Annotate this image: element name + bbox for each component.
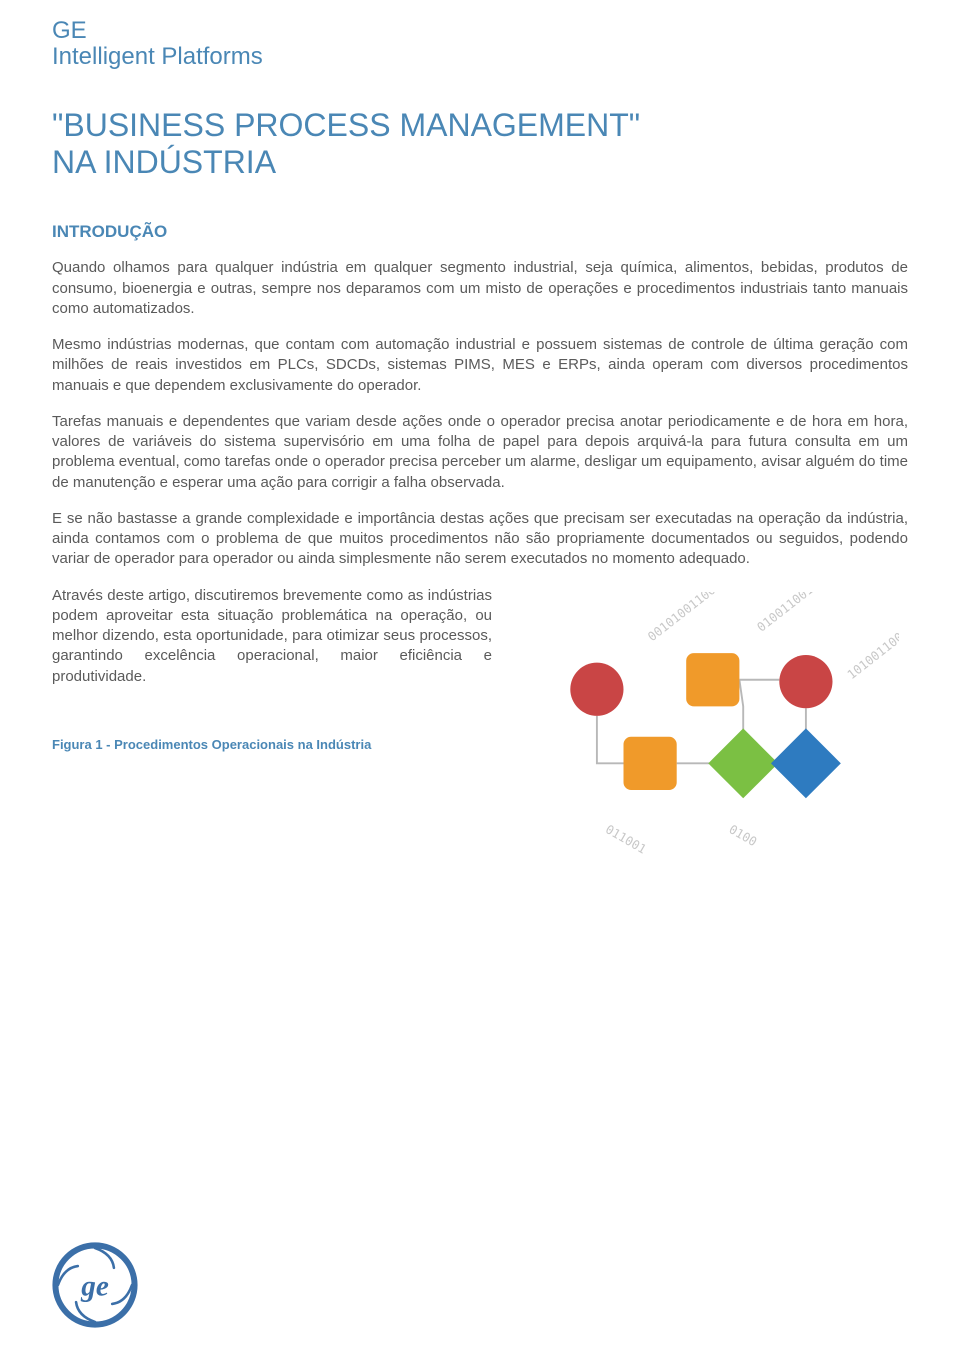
flowchart-figure: 001010011001 01001100110 101001100 01100… [519, 592, 899, 872]
title-line-1: "BUSINESS PROCESS MANAGEMENT" [52, 107, 908, 144]
paragraph-4: E se não bastasse a grande complexidade … [52, 509, 908, 570]
paragraph-2: Mesmo indústrias modernas, que contam co… [52, 335, 908, 396]
page-title: "BUSINESS PROCESS MANAGEMENT" NA INDÚSTR… [52, 107, 908, 181]
brand-line-2: Intelligent Platforms [52, 44, 908, 70]
svg-text:ge: ge [80, 1270, 109, 1302]
paragraph-5: Através deste artigo, discutiremos breve… [52, 586, 492, 687]
svg-text:101001100: 101001100 [845, 630, 899, 682]
paragraph-1: Quando olhamos para qualquer indústria e… [52, 258, 908, 319]
brand-line-1: GE [52, 18, 908, 44]
svg-text:0100: 0100 [727, 822, 760, 849]
ge-logo-icon: ge [52, 1242, 138, 1328]
svg-text:01001100110: 01001100110 [754, 592, 827, 635]
section-heading: INTRODUÇÃO [52, 222, 908, 242]
title-line-2: NA INDÚSTRIA [52, 144, 908, 181]
paragraph-3: Tarefas manuais e dependentes que variam… [52, 412, 908, 493]
svg-text:011001: 011001 [603, 822, 649, 856]
svg-text:001010011001: 001010011001 [645, 592, 724, 644]
figure-caption: Figura 1 - Procedimentos Operacionais na… [52, 737, 492, 752]
